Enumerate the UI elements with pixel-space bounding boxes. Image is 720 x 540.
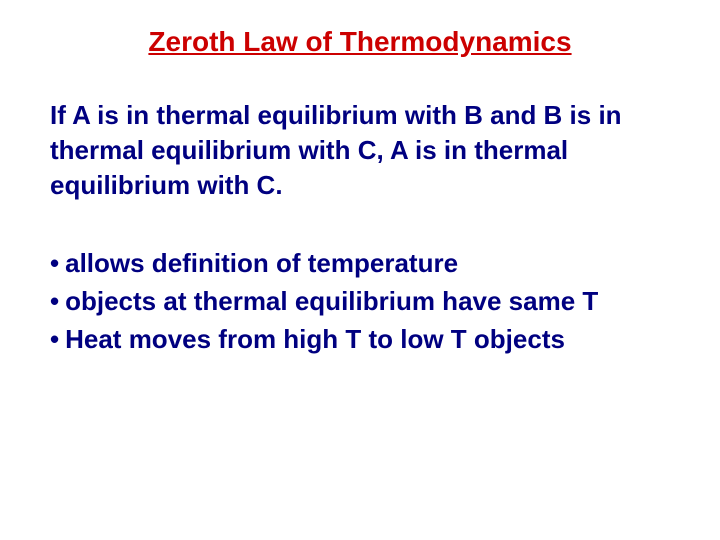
bullet-icon: • bbox=[50, 245, 59, 283]
bullet-text: allows definition of temperature bbox=[65, 245, 458, 283]
bullet-list: • allows definition of temperature • obj… bbox=[50, 245, 670, 358]
list-item: • objects at thermal equilibrium have sa… bbox=[50, 283, 670, 321]
list-item: • allows definition of temperature bbox=[50, 245, 670, 283]
bullet-icon: • bbox=[50, 321, 59, 359]
bullet-icon: • bbox=[50, 283, 59, 321]
bullet-text: Heat moves from high T to low T objects bbox=[65, 321, 565, 359]
slide-body-text: If A is in thermal equilibrium with B an… bbox=[50, 98, 670, 203]
slide-title: Zeroth Law of Thermodynamics bbox=[50, 26, 670, 58]
bullet-text: objects at thermal equilibrium have same… bbox=[65, 283, 598, 321]
list-item: • Heat moves from high T to low T object… bbox=[50, 321, 670, 359]
slide: Zeroth Law of Thermodynamics If A is in … bbox=[0, 0, 720, 540]
